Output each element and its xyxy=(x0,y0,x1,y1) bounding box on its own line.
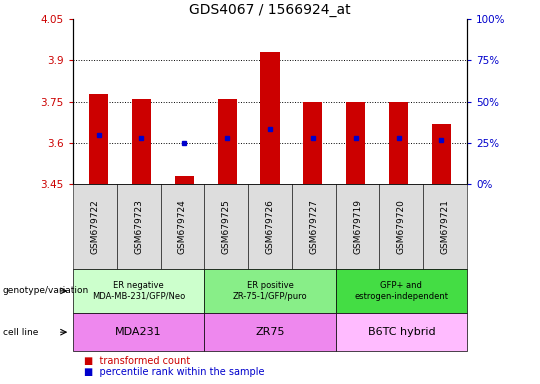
Bar xyxy=(132,99,151,184)
Text: genotype/variation: genotype/variation xyxy=(3,286,89,295)
Bar xyxy=(389,102,408,184)
Text: GSM679720: GSM679720 xyxy=(397,199,406,254)
Text: GSM679723: GSM679723 xyxy=(134,199,143,254)
Text: cell line: cell line xyxy=(3,328,38,337)
Text: ■  transformed count: ■ transformed count xyxy=(84,356,190,366)
Text: ■  percentile rank within the sample: ■ percentile rank within the sample xyxy=(84,367,264,377)
Bar xyxy=(346,102,366,184)
Text: GSM679722: GSM679722 xyxy=(90,199,99,254)
Bar xyxy=(303,102,322,184)
Text: MDA231: MDA231 xyxy=(115,327,162,337)
Text: ER negative
MDA-MB-231/GFP/Neo: ER negative MDA-MB-231/GFP/Neo xyxy=(92,281,185,301)
Bar xyxy=(432,124,451,184)
Text: GSM679727: GSM679727 xyxy=(309,199,318,254)
Text: GSM679726: GSM679726 xyxy=(266,199,274,254)
Text: B6TC hybrid: B6TC hybrid xyxy=(368,327,435,337)
Text: GSM679724: GSM679724 xyxy=(178,199,187,254)
Text: GSM679725: GSM679725 xyxy=(222,199,231,254)
Text: GSM679721: GSM679721 xyxy=(441,199,450,254)
Text: GFP+ and
estrogen-independent: GFP+ and estrogen-independent xyxy=(354,281,448,301)
Title: GDS4067 / 1566924_at: GDS4067 / 1566924_at xyxy=(189,3,351,17)
Text: ER positive
ZR-75-1/GFP/puro: ER positive ZR-75-1/GFP/puro xyxy=(233,281,307,301)
Text: GSM679719: GSM679719 xyxy=(353,199,362,254)
Bar xyxy=(260,52,280,184)
Bar xyxy=(174,176,194,184)
Text: ZR75: ZR75 xyxy=(255,327,285,337)
Bar xyxy=(89,94,108,184)
Bar xyxy=(218,99,237,184)
